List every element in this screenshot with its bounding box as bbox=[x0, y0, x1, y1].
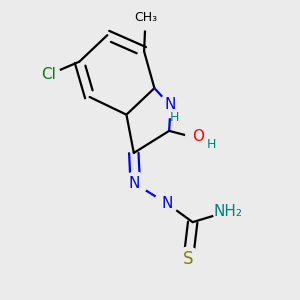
Circle shape bbox=[124, 172, 147, 196]
Circle shape bbox=[159, 94, 182, 118]
Text: Cl: Cl bbox=[41, 68, 56, 82]
Circle shape bbox=[154, 191, 178, 215]
Circle shape bbox=[37, 63, 60, 87]
Circle shape bbox=[185, 126, 209, 150]
Text: N: N bbox=[162, 196, 173, 211]
Text: H: H bbox=[207, 138, 216, 151]
Text: H: H bbox=[169, 110, 179, 124]
Text: CH₃: CH₃ bbox=[134, 11, 157, 24]
Text: N: N bbox=[128, 176, 140, 191]
Text: NH₂: NH₂ bbox=[214, 204, 242, 219]
Text: O: O bbox=[193, 129, 205, 144]
Text: S: S bbox=[183, 250, 194, 268]
Circle shape bbox=[213, 199, 240, 225]
Text: N: N bbox=[165, 97, 176, 112]
Circle shape bbox=[176, 247, 200, 271]
Circle shape bbox=[133, 5, 158, 30]
